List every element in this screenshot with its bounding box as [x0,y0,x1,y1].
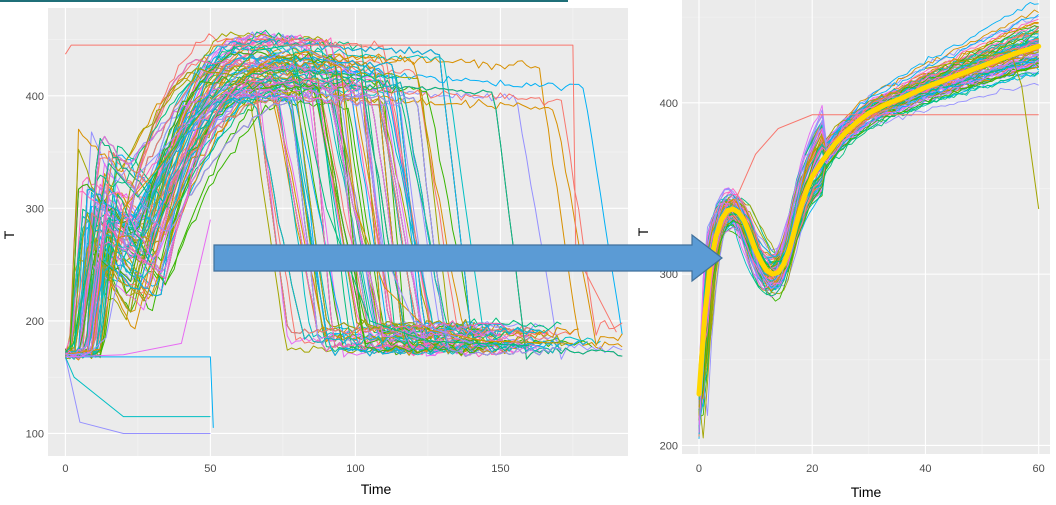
right-x-tick-label: 60 [1033,463,1045,475]
left-y-axis-title: T [1,230,17,239]
left-series-line [65,89,436,360]
left-outlier-line [65,356,214,428]
left-y-tick-label: 400 [26,91,44,103]
left-series-line [65,38,510,357]
left-tick-labels: 0 50 100 150 100 200 300 400 [26,91,510,475]
left-series-line [65,90,562,359]
right-y-tick-label: 300 [660,269,678,281]
left-outlier-line [65,219,211,358]
right-panel: 0 20 40 60 200 300 400 Time T [635,0,1050,500]
left-series-line [65,31,440,358]
right-y-axis-title: T [635,227,651,236]
right-series-line [698,59,1039,396]
left-panel: 0 50 100 150 100 200 300 400 Time T [1,8,628,497]
left-x-axis-title: Time [361,481,392,497]
left-series-line [65,81,623,355]
right-x-axis-title: Time [851,484,882,500]
left-y-tick-label: 200 [26,316,44,328]
left-series-line [65,83,523,357]
left-series-line [65,93,544,357]
left-series-line [64,72,562,357]
left-outlier-line [64,356,211,434]
left-x-tick-label: 100 [346,463,364,475]
left-series-line [65,94,532,356]
left-series-group [64,29,623,434]
left-series-line [65,98,418,359]
transform-arrow [213,233,723,283]
right-mean-group [696,43,1042,397]
right-y-tick-label: 400 [660,98,678,110]
left-outlier-line [64,356,211,418]
left-series-line [64,59,497,358]
left-x-tick-label: 150 [491,463,509,475]
left-series-line [65,91,501,358]
left-series-line [65,38,549,358]
left-x-tick-label: 50 [204,463,216,475]
left-series-line [65,68,475,356]
right-x-tick-label: 20 [806,463,818,475]
left-representative-line [65,44,472,356]
right-outlier-line [698,114,1039,275]
left-x-tick-label: 0 [62,463,68,475]
right-outlier-line [925,50,1040,210]
left-series-line [65,74,623,360]
left-series-line [65,80,593,358]
left-representative-line [65,44,530,353]
right-series-line [698,43,1039,376]
left-series-line [65,61,488,357]
left-y-tick-label: 100 [26,428,44,440]
left-representative-line [65,50,573,356]
left-y-tick-label: 300 [26,203,44,215]
top-rule [0,0,568,2]
left-outlier-line [64,44,617,333]
left-series-line [65,68,523,357]
right-y-tick-label: 200 [660,440,678,452]
left-series-line [65,76,506,359]
left-series-line [64,89,431,359]
right-x-tick-label: 40 [919,463,931,475]
right-tick-labels: 0 20 40 60 200 300 400 [660,98,1045,475]
left-series-line [65,62,497,359]
right-mean-curve [696,43,1042,397]
right-x-tick-label: 0 [696,463,702,475]
left-series-line [65,62,401,356]
